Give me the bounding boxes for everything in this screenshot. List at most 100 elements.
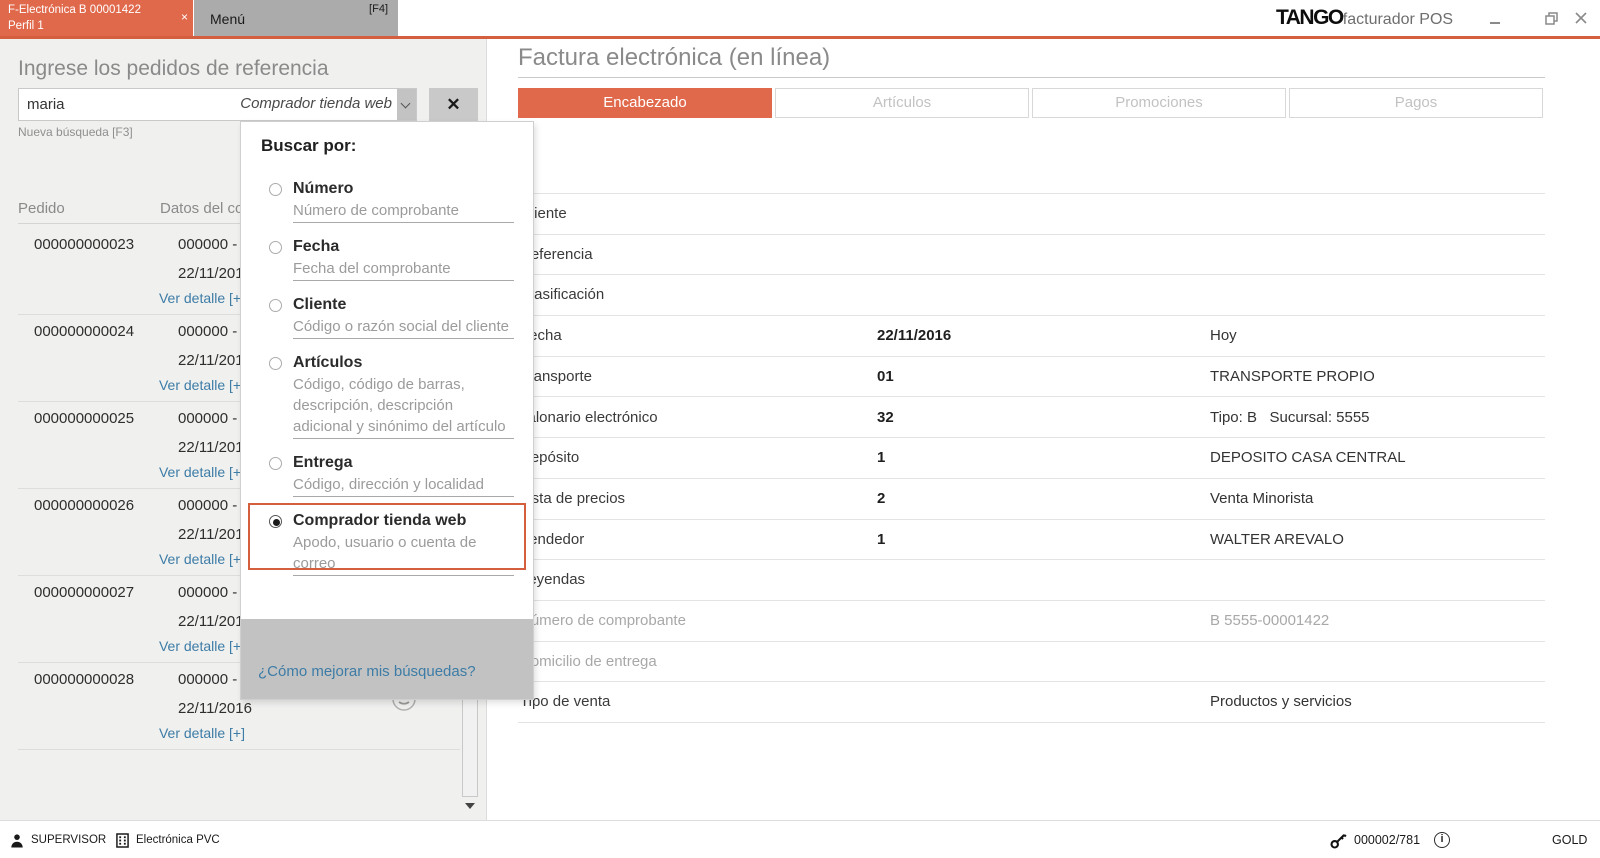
order-row[interactable]: 000000000028 000000 - 22/11/2016 Ver det…: [18, 663, 460, 750]
order-row[interactable]: 000000000023 000000 - 22/11/2016 Ver det…: [18, 228, 460, 315]
invoice-tab[interactable]: Promociones: [1032, 88, 1286, 118]
chevron-down-icon[interactable]: [397, 89, 416, 120]
invoice-tab-label: Pagos: [1394, 94, 1438, 111]
tab-menu[interactable]: Menú [F4]: [194, 0, 398, 36]
search-by-dropdown: Buscar por: Número Número de comprobante…: [240, 121, 534, 700]
order-row[interactable]: 000000000024 000000 - 22/11/2016 Ver det…: [18, 315, 460, 402]
field-label: Leyendas: [520, 571, 586, 589]
field-value: 01: [877, 367, 894, 385]
company-name: Electrónica PVC: [136, 834, 220, 846]
invoice-tabs: Encabezado Artículos Promociones Pagos: [518, 88, 1545, 119]
order-number: 000000000023: [34, 236, 135, 253]
field-label: Transporte: [520, 367, 592, 385]
radio-button-icon[interactable]: [269, 457, 282, 470]
field-label: Lista de precios: [520, 489, 626, 507]
field-value: 1: [877, 530, 886, 548]
accent-divider: [0, 36, 1600, 39]
minimize-icon[interactable]: [1488, 12, 1504, 26]
search-option[interactable]: Artículos Código, código de barras, desc…: [269, 352, 515, 439]
form-field-row[interactable]: Lista de precios 2 Venta Minorista: [518, 479, 1545, 520]
field-value: 2: [877, 489, 886, 507]
form-field-row[interactable]: Depósito 1 DEPOSITO CASA CENTRAL: [518, 438, 1545, 479]
order-buyer-data: 000000 -: [178, 584, 238, 601]
order-date: 22/11/2016: [178, 613, 252, 630]
option-description: Código, dirección y localidad: [293, 474, 514, 497]
search-option[interactable]: Fecha Fecha del comprobante: [269, 236, 515, 281]
radio-button-icon[interactable]: [269, 241, 282, 254]
restore-icon[interactable]: [1544, 12, 1560, 26]
form-field-row[interactable]: Clasificación: [518, 275, 1545, 317]
form-field-row[interactable]: Vendedor 1 WALTER AREVALO: [518, 520, 1545, 561]
form-field-row[interactable]: Cliente: [518, 194, 1545, 235]
radio-button-icon[interactable]: [269, 183, 282, 196]
field-description: DEPOSITO CASA CENTRAL: [1210, 449, 1406, 467]
order-search-combo[interactable]: Comprador tienda web: [18, 88, 417, 121]
invoice-tab[interactable]: Artículos: [775, 88, 1029, 118]
invoice-tab-profile: Perfil 1: [8, 20, 44, 32]
field-label: Domicilio de entrega: [520, 652, 657, 670]
search-option[interactable]: Comprador tienda web Apodo, usuario o cu…: [248, 503, 526, 576]
scrollbar-down-arrow[interactable]: [462, 797, 478, 813]
order-buyer-data: 000000 -: [178, 671, 238, 688]
radio-button-icon[interactable]: [269, 299, 282, 312]
view-detail-link[interactable]: Ver detalle [+]: [158, 464, 245, 480]
form-field-row[interactable]: Talonario electrónico 32 Tipo: B Sucursa…: [518, 398, 1545, 439]
option-name: Fecha: [293, 238, 340, 255]
order-buyer-data: 000000 -: [178, 323, 238, 340]
search-option[interactable]: Cliente Código o razón social del client…: [269, 294, 515, 339]
order-date: 22/11/2016: [178, 352, 252, 369]
status-info[interactable]: i: [1434, 821, 1450, 858]
view-detail-link[interactable]: Ver detalle [+]: [158, 725, 245, 741]
orders-panel-heading: Ingrese los pedidos de referencia: [18, 57, 329, 80]
order-date: 22/11/2016: [178, 700, 252, 717]
option-name: Comprador tienda web: [293, 512, 467, 529]
search-input[interactable]: [27, 93, 237, 116]
order-number: 000000000025: [34, 410, 135, 427]
clear-search-button[interactable]: ✕: [429, 88, 478, 121]
order-buyer-data: 000000 -: [178, 236, 238, 253]
option-name: Cliente: [293, 296, 347, 313]
status-user: SUPERVISOR: [10, 821, 106, 858]
view-detail-link[interactable]: Ver detalle [+]: [158, 290, 245, 306]
close-window-icon[interactable]: [1574, 12, 1590, 26]
menu-tab-label: Menú: [210, 11, 246, 27]
order-number: 000000000024: [34, 323, 135, 340]
search-filter-label[interactable]: Comprador tienda web: [240, 95, 392, 112]
form-field-row[interactable]: Fecha 22/11/2016 Hoy: [518, 316, 1545, 357]
search-option[interactable]: Entrega Código, dirección y localidad: [269, 452, 515, 497]
view-detail-link[interactable]: Ver detalle [+]: [158, 551, 245, 567]
invoice-tab[interactable]: Pagos: [1289, 88, 1543, 118]
form-field-row[interactable]: Leyendas: [518, 560, 1545, 601]
view-detail-link[interactable]: Ver detalle [+]: [158, 638, 245, 654]
field-label: Talonario electrónico: [520, 408, 658, 426]
form-field-row[interactable]: Domicilio de entrega: [518, 642, 1545, 683]
radio-button-icon[interactable]: [269, 515, 282, 528]
invoice-tab[interactable]: Encabezado: [518, 88, 772, 118]
form-field-row[interactable]: Transporte 01 TRANSPORTE PROPIO: [518, 357, 1545, 398]
form-field-row[interactable]: Número de comprobante B 5555-00001422: [518, 601, 1545, 642]
order-row[interactable]: 000000000026 000000 - 22/11/2016 Ver det…: [18, 489, 460, 576]
close-tab-icon[interactable]: ×: [180, 10, 188, 24]
tab-invoice-active[interactable]: F-Electrónica B 00001422 Perfil 1 ×: [0, 0, 193, 36]
view-detail-link[interactable]: Ver detalle [+]: [158, 377, 245, 393]
order-buyer-data: 000000 -: [178, 497, 238, 514]
option-description: Código o razón social del cliente: [293, 316, 514, 339]
invoice-tab-label: Promociones: [1115, 94, 1203, 111]
order-row[interactable]: 000000000025 000000 - 22/11/2016 Ver det…: [18, 402, 460, 489]
invoice-tab-label: Artículos: [872, 94, 932, 111]
info-icon[interactable]: i: [1434, 832, 1450, 848]
form-field-row[interactable]: Referencia: [518, 235, 1545, 276]
order-row[interactable]: 000000000027 000000 - 22/11/2016 Ver det…: [18, 576, 460, 663]
status-license: GOLD: [1552, 821, 1587, 858]
brand-suffix: facturador POS: [1342, 11, 1454, 28]
status-company: Electrónica PVC: [116, 821, 220, 858]
search-option[interactable]: Número Número de comprobante: [269, 178, 515, 223]
user-name: SUPERVISOR: [31, 834, 107, 846]
brand-logo: TANGOfacturador POS: [1276, 6, 1453, 30]
improve-searches-link[interactable]: ¿Cómo mejorar mis búsquedas?: [258, 663, 476, 680]
radio-button-icon[interactable]: [269, 357, 282, 370]
terminal-counter: 000002/781: [1354, 833, 1421, 847]
invoice-tab-title: F-Electrónica B 00001422: [8, 4, 141, 16]
form-field-row[interactable]: Tipo de venta Productos y servicios: [518, 682, 1545, 724]
invoice-title: Factura electrónica (en línea): [518, 39, 1545, 78]
